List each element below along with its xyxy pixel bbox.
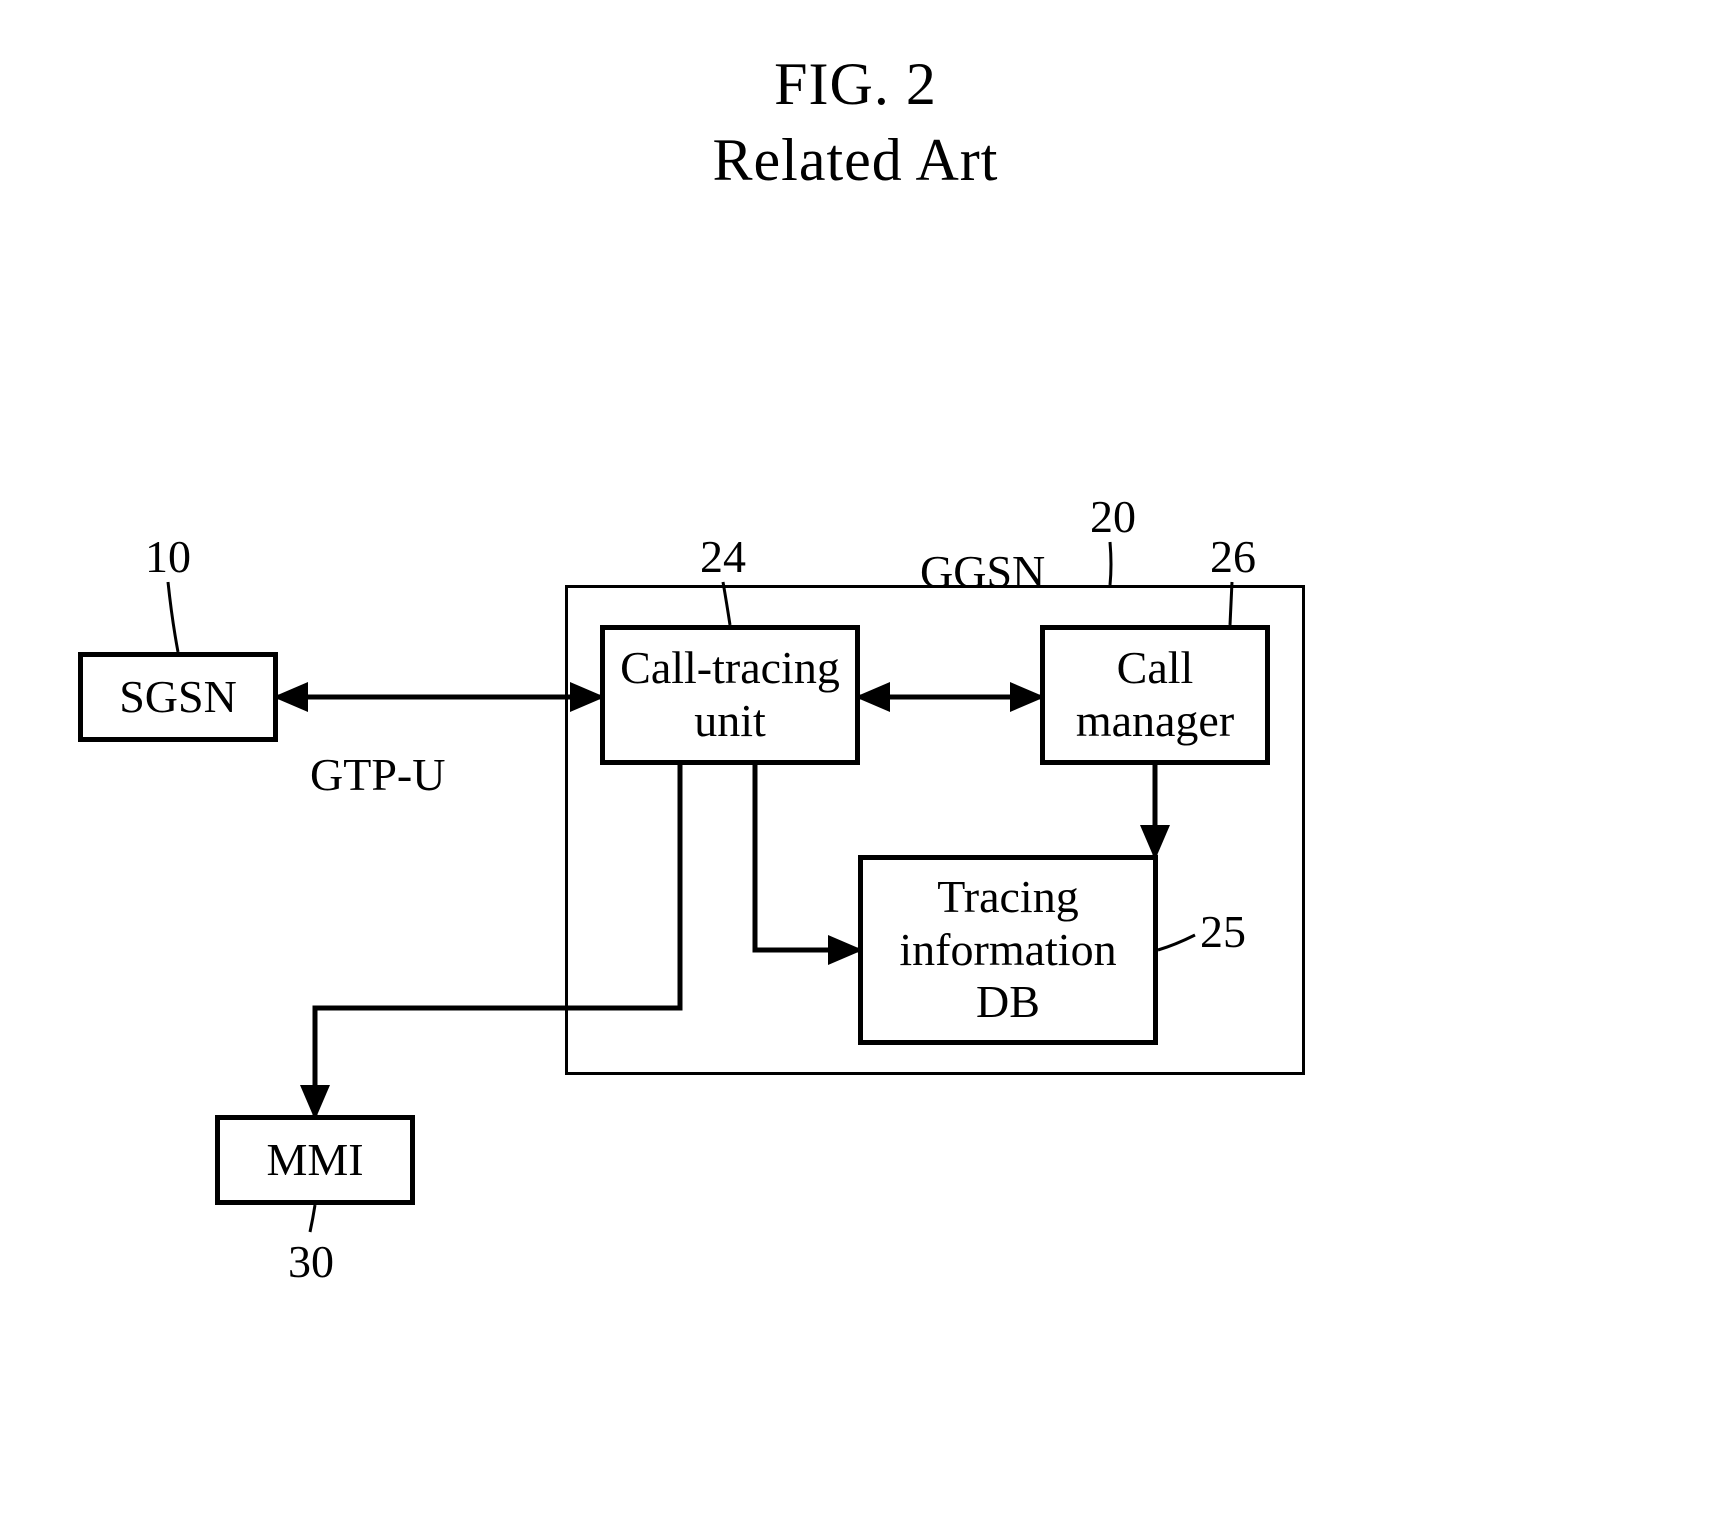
gtpu-edge-label: GTP-U bbox=[310, 748, 445, 801]
tracing-db-box: Tracing information DB bbox=[858, 855, 1158, 1045]
ref-tracing-db: 25 bbox=[1200, 905, 1246, 958]
leader-sgsn bbox=[168, 582, 178, 652]
leader-mmi bbox=[310, 1205, 315, 1232]
mmi-text: MMI bbox=[266, 1134, 363, 1187]
ggsn-label: GGSN bbox=[920, 545, 1045, 598]
call-manager-box: Call manager bbox=[1040, 625, 1270, 765]
call-tracing-box: Call-tracing unit bbox=[600, 625, 860, 765]
ref-sgsn: 10 bbox=[145, 530, 191, 583]
mmi-box: MMI bbox=[215, 1115, 415, 1205]
call-manager-text: Call manager bbox=[1076, 642, 1234, 748]
ref-call-tracing: 24 bbox=[700, 530, 746, 583]
ref-ggsn: 20 bbox=[1090, 490, 1136, 543]
sgsn-text: SGSN bbox=[119, 671, 237, 724]
figure-title-line1: FIG. 2 bbox=[0, 50, 1711, 119]
sgsn-box: SGSN bbox=[78, 652, 278, 742]
diagram-canvas: FIG. 2 Related Art GGSN SGSN Call-tracin… bbox=[0, 0, 1711, 1533]
tracing-db-text: Tracing information DB bbox=[899, 871, 1116, 1030]
call-tracing-text: Call-tracing unit bbox=[620, 642, 840, 748]
ref-mmi: 30 bbox=[288, 1235, 334, 1288]
leader-ggsn bbox=[1110, 542, 1111, 585]
ref-call-manager: 26 bbox=[1210, 530, 1256, 583]
figure-title-line2: Related Art bbox=[0, 126, 1711, 195]
